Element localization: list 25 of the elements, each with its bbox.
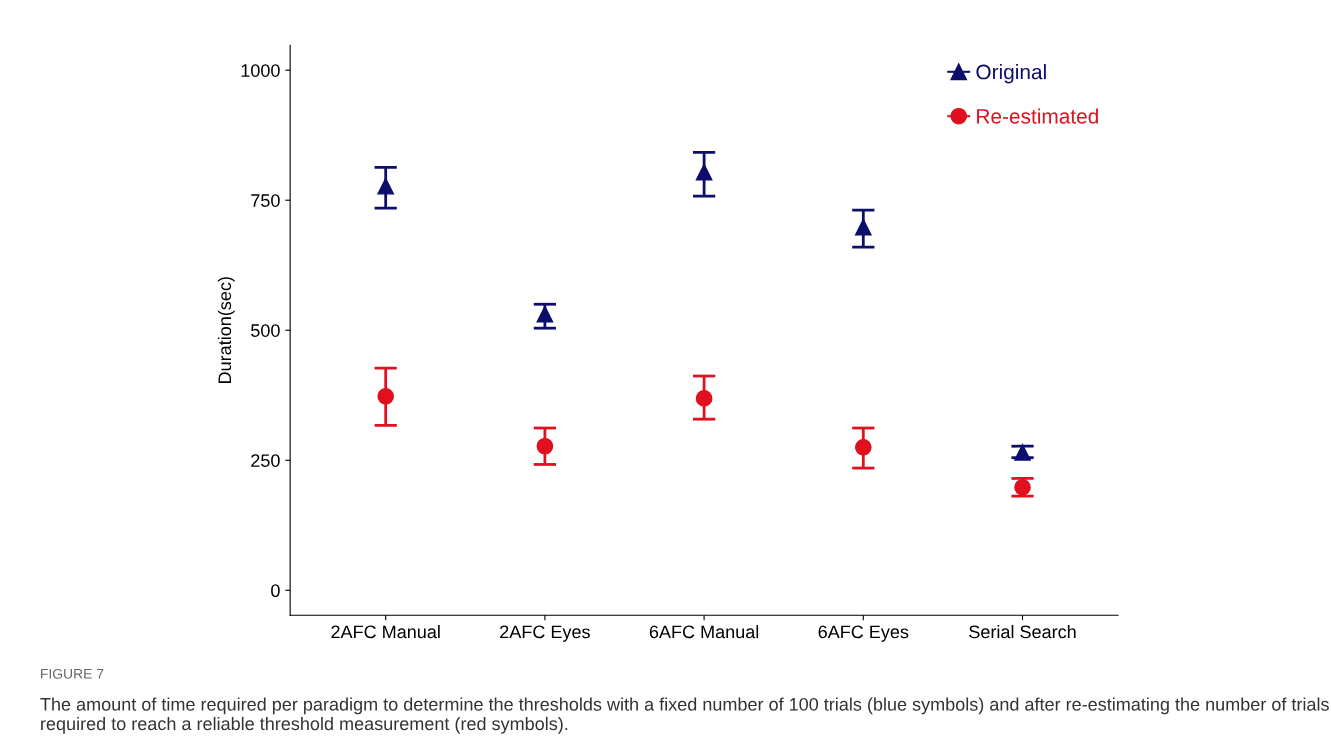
- point: [1014, 444, 1031, 461]
- caption: FIGURE 7: [41, 668, 104, 679]
- legend-label: Original: [976, 63, 1046, 84]
- point: [854, 218, 872, 236]
- point: [377, 387, 395, 405]
- point: [377, 177, 395, 195]
- point: [536, 305, 554, 323]
- x-tick-label: 6AFC Eyes: [818, 625, 909, 642]
- y-tick-label: 0: [271, 584, 280, 598]
- point: [854, 438, 872, 456]
- point: [536, 437, 554, 455]
- point: [695, 163, 713, 181]
- point: [695, 390, 713, 407]
- x-tick-label: 6AFC Manual: [649, 624, 759, 639]
- y-tick-label: 750: [251, 194, 280, 207]
- y-tick-label: 250: [251, 454, 280, 467]
- point: [1014, 478, 1031, 496]
- legend-label: Re-estimated: [977, 108, 1098, 124]
- y-tick-label: 1000: [241, 64, 280, 77]
- x-tick-label: 2AFC Manual: [331, 624, 440, 639]
- y-axis-title: Duration(sec): [217, 277, 235, 383]
- x-tick-label: Serial Search: [969, 624, 1076, 639]
- x-tick-label: 2AFC Eyes: [500, 625, 590, 642]
- text: The amount of time required per paradigm to determine the thresholds with a fixed number of 100 trials (blue symbols) and after re-estimating the number of trials required to reach a reliable threshold measurement (red symbols).: [40, 697, 1329, 734]
- y-tick-label: 500: [251, 324, 280, 337]
